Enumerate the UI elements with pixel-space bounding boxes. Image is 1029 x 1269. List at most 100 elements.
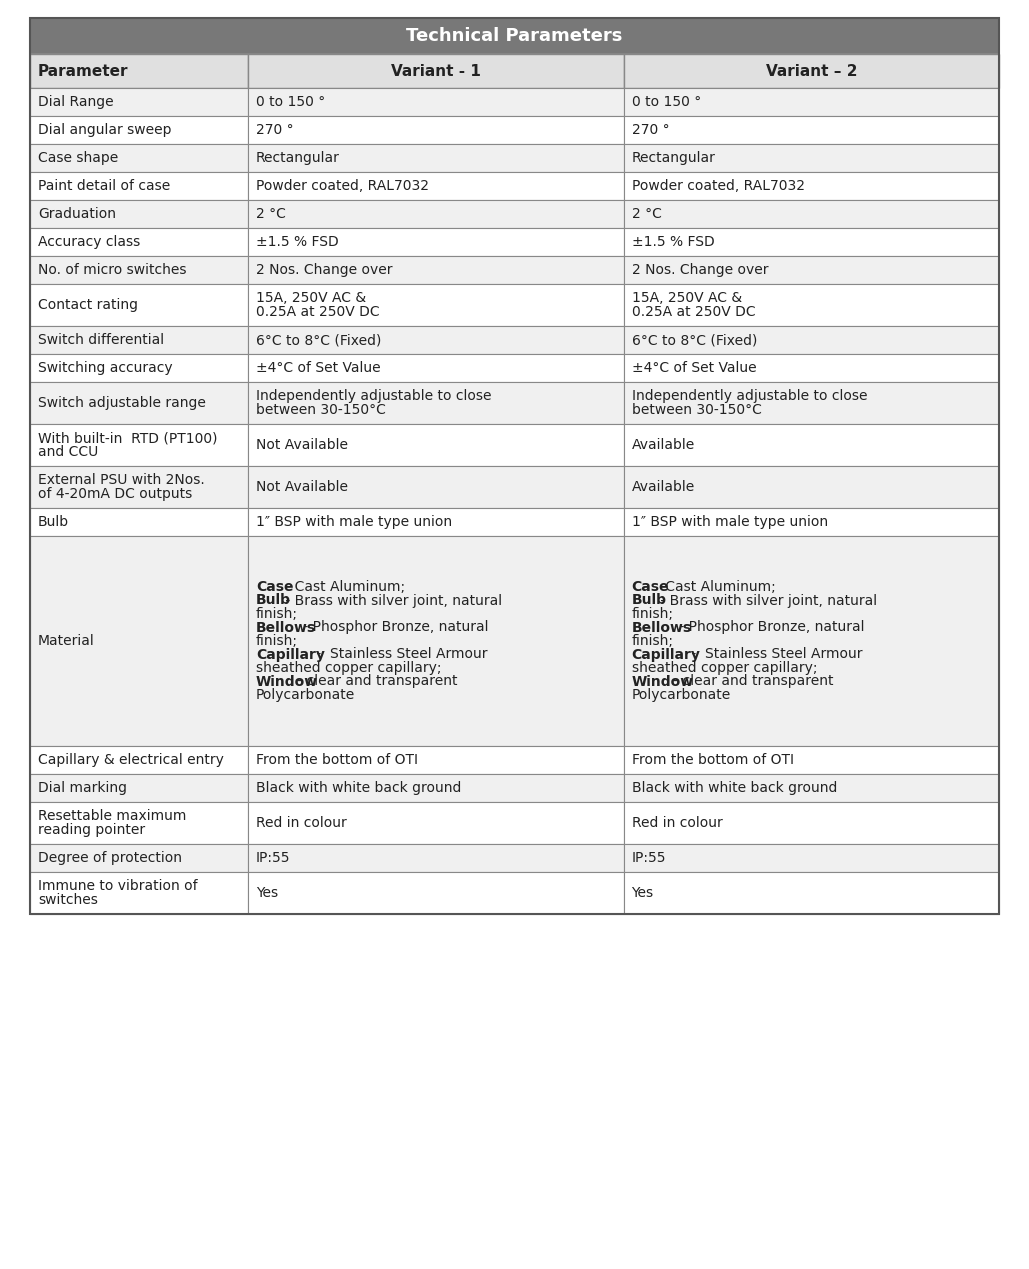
Bar (624, 844, 999, 872)
Text: - Phosphor Bronze, natural: - Phosphor Bronze, natural (675, 621, 864, 634)
Text: Rectangular: Rectangular (256, 151, 340, 165)
Text: Window: Window (632, 675, 694, 689)
Text: Polycarbonate: Polycarbonate (632, 688, 731, 702)
Text: 270 °: 270 ° (256, 123, 293, 137)
Bar (30, 746, 248, 774)
Text: 270 °: 270 ° (632, 123, 669, 137)
Text: ±1.5 % FSD: ±1.5 % FSD (256, 235, 339, 249)
Text: Bellows: Bellows (632, 621, 691, 634)
Text: Available: Available (632, 438, 695, 452)
Text: Bulb: Bulb (256, 594, 291, 608)
Text: Yes: Yes (256, 886, 278, 900)
Text: External PSU with 2Nos.: External PSU with 2Nos. (38, 473, 205, 487)
Text: Switching accuracy: Switching accuracy (38, 360, 173, 376)
Text: Polycarbonate: Polycarbonate (256, 688, 355, 702)
Text: 0 to 150 °: 0 to 150 ° (256, 95, 325, 109)
Bar (248, 354, 624, 382)
Text: of 4-20mA DC outputs: of 4-20mA DC outputs (38, 487, 192, 501)
Text: Parameter: Parameter (38, 63, 129, 79)
Bar (248, 173, 624, 201)
Text: Black with white back ground: Black with white back ground (632, 780, 837, 794)
Bar (248, 536, 624, 746)
Bar (624, 872, 999, 914)
Text: Capillary: Capillary (256, 647, 325, 661)
Text: -  Stainless Steel Armour: - Stainless Steel Armour (312, 647, 488, 661)
Text: Paint detail of case: Paint detail of case (38, 179, 170, 193)
Text: Bulb: Bulb (38, 515, 69, 529)
Text: 0.25A at 250V DC: 0.25A at 250V DC (256, 305, 380, 319)
Text: Capillary & electrical entry: Capillary & electrical entry (38, 753, 224, 766)
Text: finish;: finish; (256, 634, 298, 648)
Bar (624, 326, 999, 354)
Text: Variant – 2: Variant – 2 (766, 63, 857, 79)
Text: Case: Case (632, 580, 669, 594)
Text: Red in colour: Red in colour (256, 816, 347, 830)
Bar (248, 508, 624, 536)
Bar (624, 284, 999, 326)
Bar (248, 382, 624, 424)
Text: switches: switches (38, 893, 98, 907)
Text: 2 °C: 2 °C (632, 207, 662, 221)
Bar (30, 173, 248, 201)
Bar (248, 424, 624, 466)
Bar (248, 284, 624, 326)
Text: - Cast Aluminum;: - Cast Aluminum; (281, 580, 405, 594)
Text: Switch adjustable range: Switch adjustable range (38, 396, 206, 410)
Bar (624, 201, 999, 228)
Text: With built-in  RTD (PT100): With built-in RTD (PT100) (38, 431, 217, 445)
Text: No. of micro switches: No. of micro switches (38, 263, 186, 277)
Text: 1″ BSP with male type union: 1″ BSP with male type union (256, 515, 452, 529)
Bar (30, 424, 248, 466)
Text: Black with white back ground: Black with white back ground (256, 780, 461, 794)
Bar (30, 201, 248, 228)
Bar (624, 228, 999, 256)
Bar (624, 173, 999, 201)
Text: Not Available: Not Available (256, 438, 348, 452)
Text: sheathed copper capillary;: sheathed copper capillary; (632, 661, 817, 675)
Text: 2 Nos. Change over: 2 Nos. Change over (256, 263, 392, 277)
Bar (30, 18, 999, 914)
Text: - Brass with silver joint, natural: - Brass with silver joint, natural (281, 594, 502, 608)
Text: between 30-150°C: between 30-150°C (256, 402, 386, 416)
Bar (248, 844, 624, 872)
Text: Bellows: Bellows (256, 621, 316, 634)
Bar (248, 55, 624, 88)
Text: Yes: Yes (632, 886, 653, 900)
Bar (30, 354, 248, 382)
Text: Contact rating: Contact rating (38, 298, 138, 312)
Bar (30, 55, 248, 88)
Bar (624, 115, 999, 143)
Text: - Phosphor Bronze, natural: - Phosphor Bronze, natural (299, 621, 489, 634)
Text: ±4°C of Set Value: ±4°C of Set Value (256, 360, 381, 376)
Bar (30, 326, 248, 354)
Bar (248, 143, 624, 173)
Text: ±1.5 % FSD: ±1.5 % FSD (632, 235, 714, 249)
Text: sheathed copper capillary;: sheathed copper capillary; (256, 661, 441, 675)
Text: Not Available: Not Available (256, 480, 348, 494)
Text: Rectangular: Rectangular (632, 151, 715, 165)
Bar (248, 326, 624, 354)
Bar (30, 802, 248, 844)
Bar (624, 774, 999, 802)
Text: Red in colour: Red in colour (632, 816, 722, 830)
Bar (624, 256, 999, 284)
Text: 0.25A at 250V DC: 0.25A at 250V DC (632, 305, 755, 319)
Text: ±4°C of Set Value: ±4°C of Set Value (632, 360, 756, 376)
Text: finish;: finish; (256, 607, 298, 621)
Bar (624, 143, 999, 173)
Bar (624, 424, 999, 466)
Text: 2 Nos. Change over: 2 Nos. Change over (632, 263, 768, 277)
Text: Degree of protection: Degree of protection (38, 851, 182, 865)
Bar (624, 746, 999, 774)
Bar (30, 88, 248, 115)
Bar (30, 872, 248, 914)
Text: finish;: finish; (632, 634, 674, 648)
Bar (30, 382, 248, 424)
Bar (248, 201, 624, 228)
Bar (30, 844, 248, 872)
Bar (30, 508, 248, 536)
Bar (30, 284, 248, 326)
Text: - clear and transparent: - clear and transparent (293, 675, 458, 689)
Text: Powder coated, RAL7032: Powder coated, RAL7032 (632, 179, 805, 193)
Text: 15A, 250V AC &: 15A, 250V AC & (632, 292, 742, 306)
